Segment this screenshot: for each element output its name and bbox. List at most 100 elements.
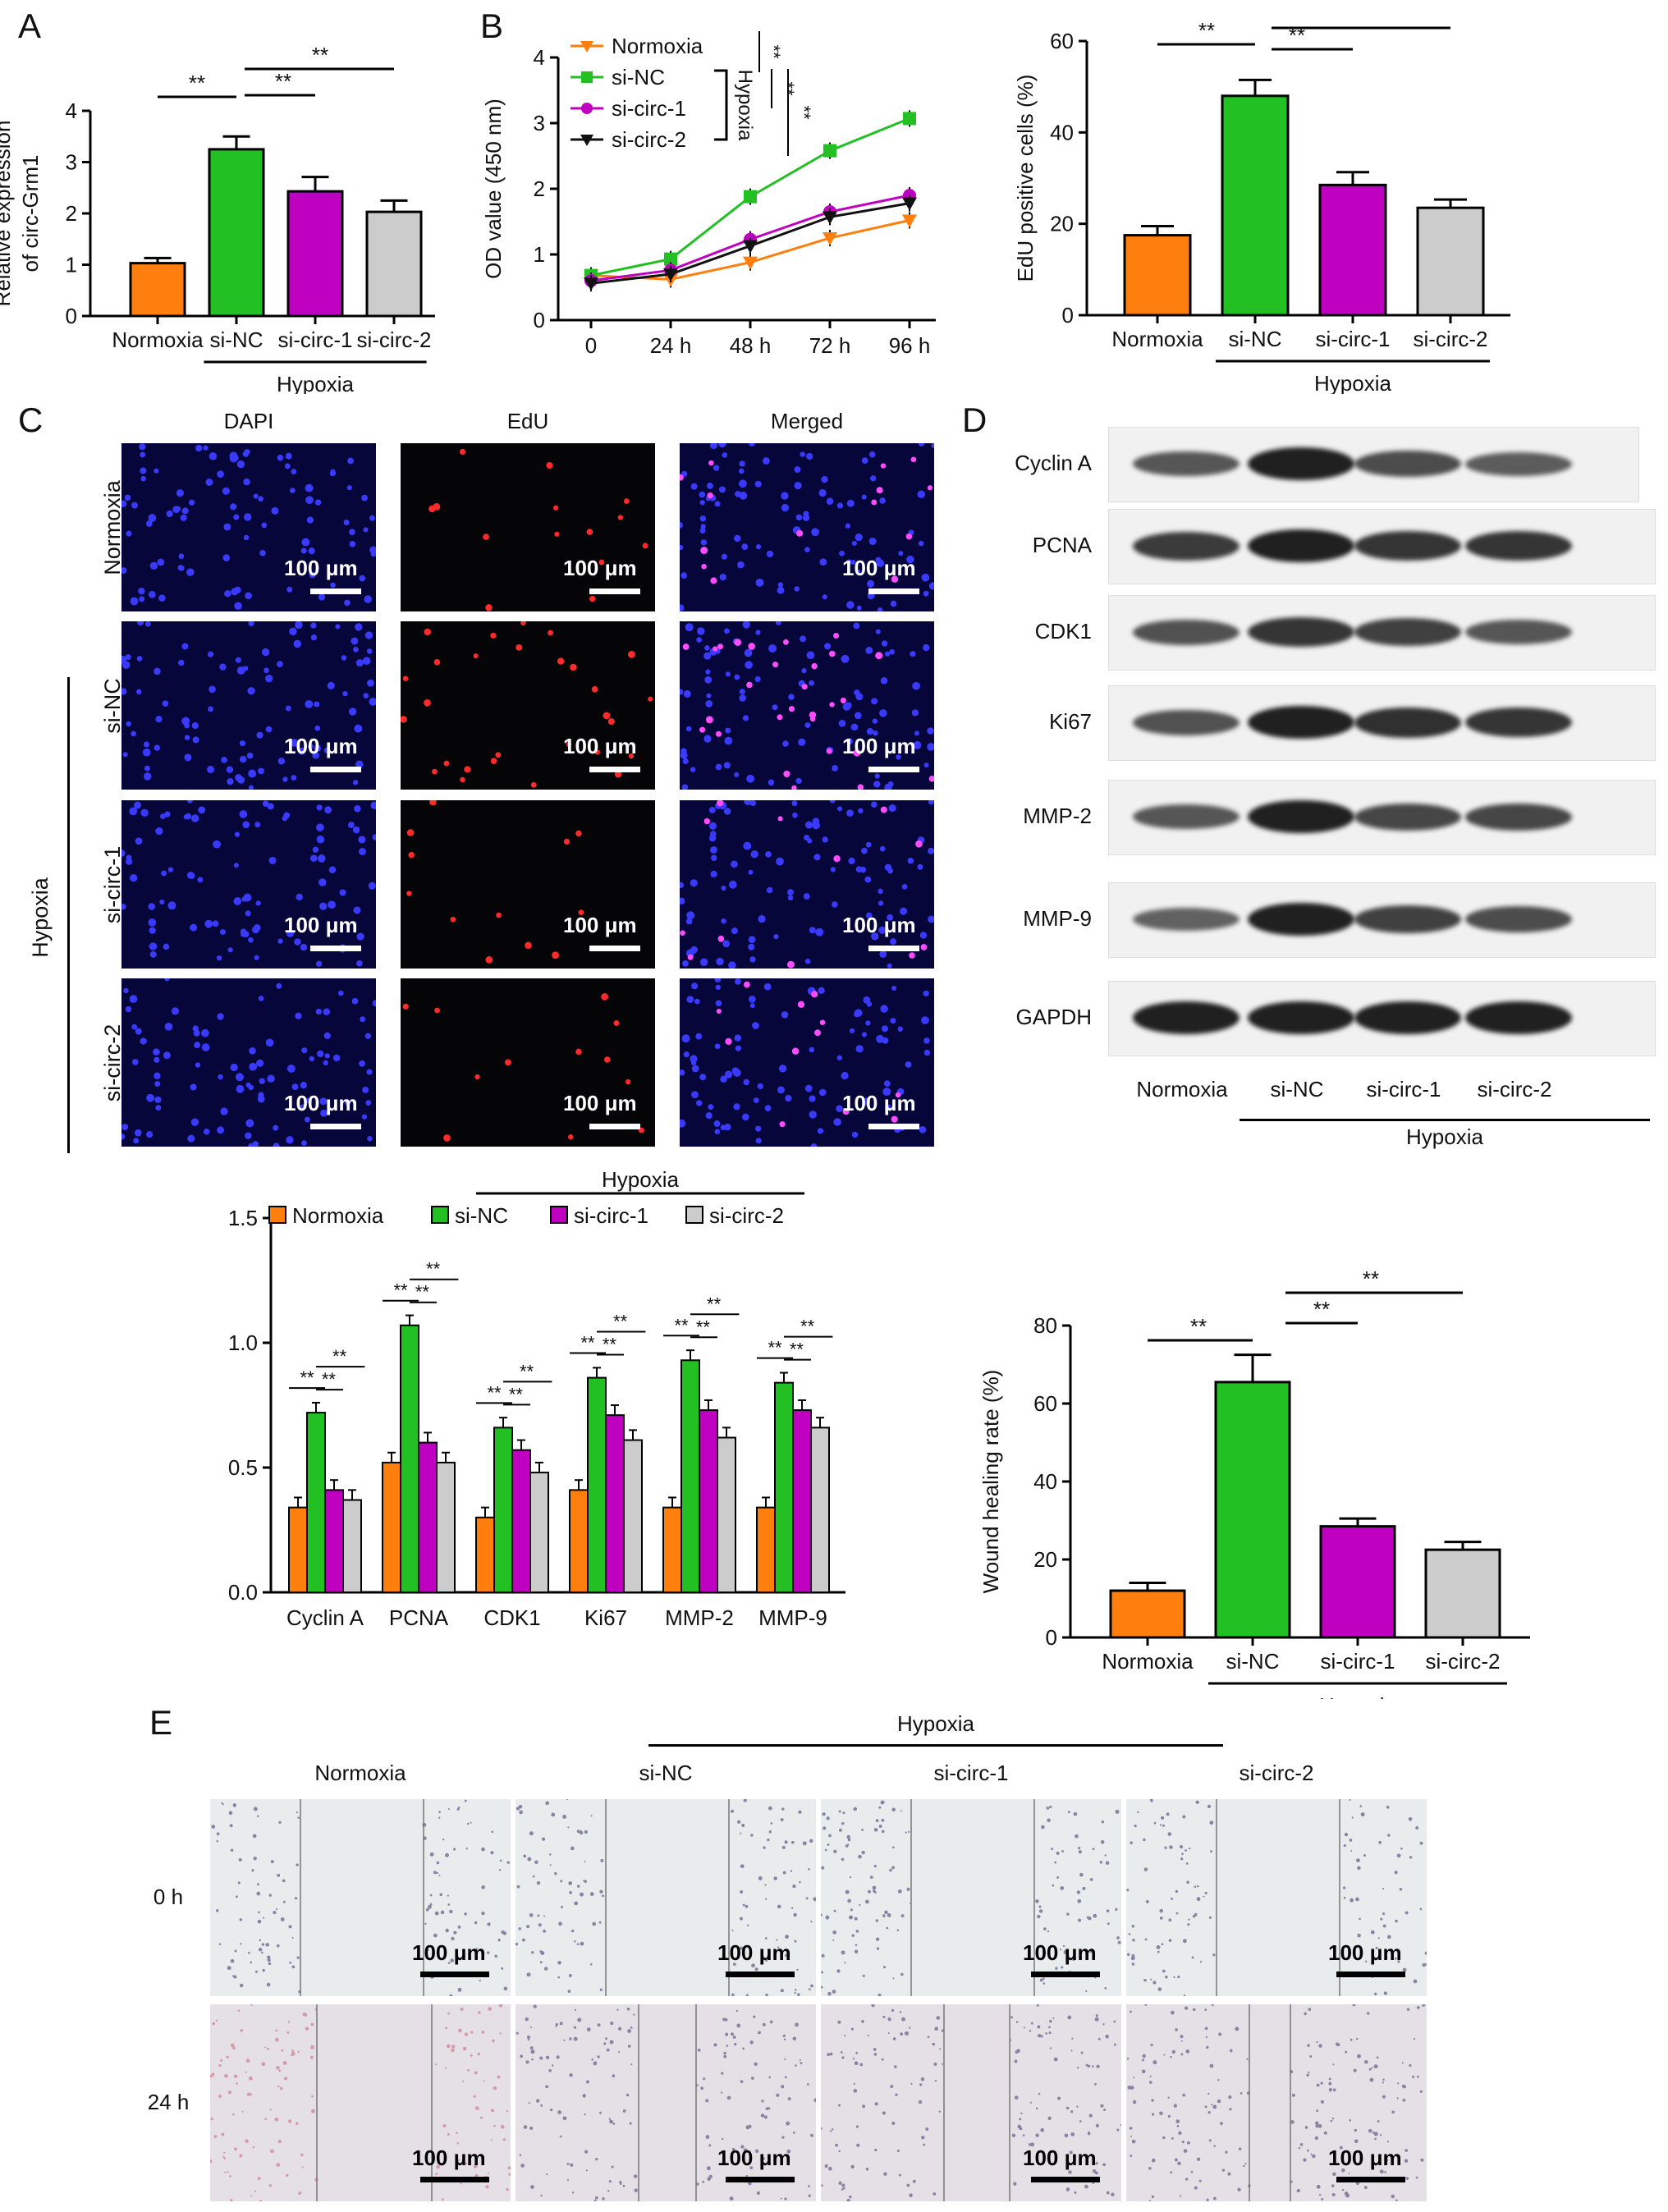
wound-column-si-nc: si-NC bbox=[639, 1761, 693, 1785]
y-tick-label: 4 bbox=[66, 98, 77, 123]
data-point bbox=[744, 190, 757, 204]
cell-texture bbox=[516, 2004, 816, 2201]
scale-bar-label: 100 μm bbox=[842, 1091, 916, 1115]
scale-bar-label: 100 μm bbox=[1023, 2146, 1097, 2170]
legend-marker bbox=[580, 41, 593, 53]
wound-column-si-circ-1: si-circ-1 bbox=[933, 1761, 1009, 1785]
wound-image bbox=[210, 2004, 511, 2201]
blot-band bbox=[1465, 803, 1572, 831]
significance-mark: ** bbox=[426, 1259, 441, 1280]
scale-bar bbox=[310, 1124, 361, 1129]
lane-label-normoxia: Normoxia bbox=[1136, 1077, 1228, 1101]
panel-label-c: C bbox=[18, 401, 44, 439]
scale-bar bbox=[310, 588, 361, 594]
bar-si-nc bbox=[774, 1381, 794, 1594]
scale-bar-label: 100 μm bbox=[563, 913, 637, 937]
significance-mark: ** bbox=[613, 1312, 628, 1332]
legend-label-si-circ-2: si-circ-2 bbox=[612, 127, 686, 152]
y-tick-label: 20 bbox=[1050, 212, 1074, 236]
x-tick-label: 0 bbox=[585, 333, 597, 358]
panel-label-a: A bbox=[18, 7, 42, 45]
blot-band bbox=[1248, 617, 1354, 647]
cell-dots bbox=[121, 978, 376, 1147]
lane-label-si-circ-2: si-circ-2 bbox=[1477, 1077, 1552, 1101]
blot-band bbox=[1465, 906, 1572, 932]
cell-dots bbox=[406, 800, 584, 964]
y-tick-label: 1 bbox=[534, 242, 545, 267]
x-tick-label: 72 h bbox=[809, 333, 851, 358]
y-axis-label: Wound healing rate (%) bbox=[978, 1370, 1003, 1594]
scale-bar-label: 100 μm bbox=[842, 913, 916, 937]
wound-row-0h: 0 h bbox=[153, 1885, 184, 1909]
data-point bbox=[902, 197, 917, 211]
significance-mark: ** bbox=[322, 1369, 337, 1390]
x-tick-label: si-circ-2 bbox=[1414, 327, 1488, 351]
scale-bar-label: 100 μm bbox=[284, 913, 358, 937]
scale-bar bbox=[868, 767, 919, 772]
y-tick-label: 60 bbox=[1033, 1391, 1057, 1416]
y-tick-label: 0 bbox=[1062, 303, 1074, 327]
scale-bar bbox=[1336, 1972, 1405, 1977]
bar-si-circ-2 bbox=[365, 210, 423, 318]
micrograph-dapi bbox=[121, 800, 376, 969]
blot-band bbox=[1465, 531, 1572, 561]
y-axis-label-line1: Relative expression bbox=[0, 121, 15, 307]
bar-si-nc bbox=[1214, 1381, 1291, 1639]
bar-si-circ-1 bbox=[324, 1489, 344, 1593]
data-point bbox=[743, 240, 758, 254]
bar-si-circ-2 bbox=[436, 1461, 456, 1594]
blot-band bbox=[1133, 619, 1240, 645]
significance-mark: ** bbox=[1363, 1266, 1379, 1291]
column-header-merged: Merged bbox=[770, 409, 844, 433]
scale-bar bbox=[589, 1124, 640, 1129]
bar-si-circ-1 bbox=[1319, 1525, 1396, 1639]
significance-mark: ** bbox=[800, 1317, 815, 1337]
chart-wound-healing: 0 20 40 60 80 Normoxia si-NC si-circ-1 si-circ-2… bbox=[978, 1266, 1530, 1699]
significance-mark: ** bbox=[415, 1282, 430, 1303]
bar-si-circ-1 bbox=[1318, 183, 1387, 317]
legend-swatch bbox=[550, 1206, 568, 1224]
bar-si-circ-1 bbox=[418, 1441, 438, 1593]
bar-normoxia bbox=[129, 262, 186, 318]
bar-si-nc bbox=[587, 1376, 607, 1593]
bar-si-nc bbox=[208, 148, 265, 318]
bar-si-circ-2 bbox=[810, 1427, 830, 1593]
significance-mark: ** bbox=[707, 1294, 722, 1314]
blot-band bbox=[1354, 803, 1461, 831]
blot-band bbox=[1465, 451, 1572, 476]
bar-si-circ-1 bbox=[605, 1414, 625, 1593]
blot-band bbox=[1354, 707, 1461, 738]
micrograph-merged bbox=[680, 800, 934, 969]
data-point bbox=[663, 268, 678, 282]
cell-dots bbox=[121, 621, 376, 790]
bar-normoxia bbox=[569, 1489, 589, 1593]
scale-bar bbox=[420, 1972, 489, 1977]
wound-image bbox=[1126, 2004, 1427, 2201]
significance-mark: ** bbox=[768, 1338, 782, 1358]
micrograph-dapi bbox=[121, 621, 376, 790]
cell-texture bbox=[821, 1799, 1121, 1996]
y-tick-label: 1 bbox=[66, 253, 77, 277]
significance-mark: ** bbox=[790, 1340, 804, 1360]
blot-band bbox=[1354, 618, 1461, 646]
y-tick-label: 4 bbox=[534, 45, 545, 70]
bar-si-circ-2 bbox=[342, 1499, 362, 1593]
significance-mark: ** bbox=[520, 1361, 534, 1381]
hypoxia-label: Hypoxia bbox=[277, 372, 354, 394]
micrograph-edu bbox=[401, 800, 655, 969]
x-tick-label: si-NC bbox=[210, 327, 263, 352]
blot-band bbox=[1133, 908, 1240, 931]
cell-dots bbox=[680, 621, 934, 790]
bar-si-nc bbox=[493, 1427, 513, 1593]
bar-si-circ-2 bbox=[1424, 1548, 1501, 1639]
scale-bar-label: 100 μm bbox=[717, 1940, 791, 1965]
chart-protein-expression: 0.00.51.01.5Relative protein expression(… bbox=[228, 1167, 845, 1630]
blot-band bbox=[1248, 800, 1354, 833]
data-point bbox=[823, 211, 837, 225]
significance-mark: ** bbox=[275, 69, 291, 94]
y-tick-label: 80 bbox=[1033, 1313, 1057, 1338]
significance-mark: ** bbox=[332, 1346, 347, 1367]
lane-label-si-nc: si-NC bbox=[1270, 1077, 1324, 1101]
legend-label-si-circ-1: si-circ-1 bbox=[612, 96, 686, 121]
x-tick-label: si-circ-1 bbox=[278, 327, 353, 352]
